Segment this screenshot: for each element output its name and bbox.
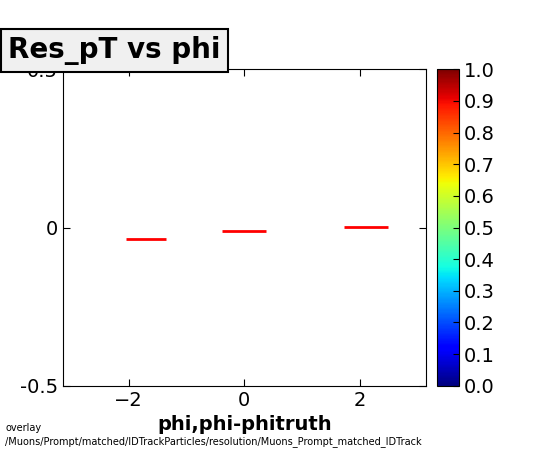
Text: /Muons/Prompt/matched/IDTrackParticles/resolution/Muons_Prompt_matched_IDTrack: /Muons/Prompt/matched/IDTrackParticles/r… xyxy=(5,437,422,448)
X-axis label: phi,phi-phitruth: phi,phi-phitruth xyxy=(157,415,331,434)
Text: Res_pT vs phi: Res_pT vs phi xyxy=(8,36,221,65)
Text: overlay: overlay xyxy=(5,423,41,433)
